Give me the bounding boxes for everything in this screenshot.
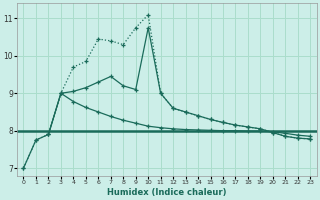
X-axis label: Humidex (Indice chaleur): Humidex (Indice chaleur): [107, 188, 227, 197]
